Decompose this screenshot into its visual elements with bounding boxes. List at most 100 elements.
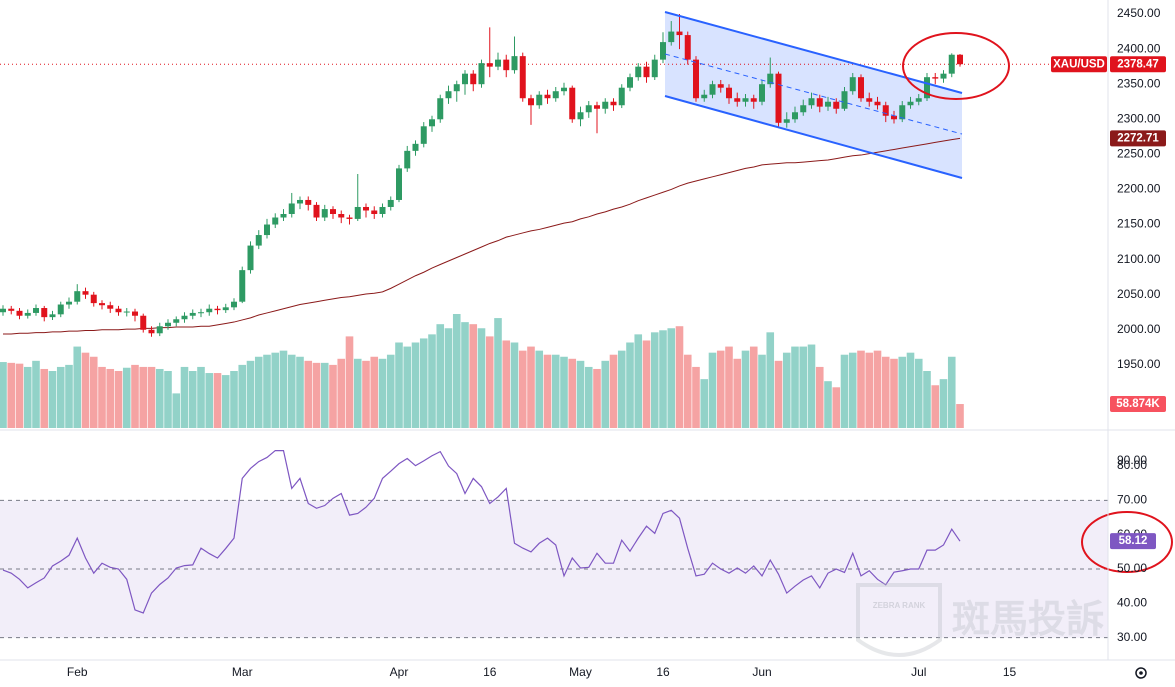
- rsi-tick-label: 90.00: [1117, 453, 1147, 467]
- candle-body: [519, 56, 526, 99]
- volume-bar: [502, 340, 511, 428]
- x-tick-label: Feb: [67, 665, 88, 679]
- channel-fill: [665, 12, 962, 178]
- watermark-shield: [856, 583, 942, 657]
- candle-body: [660, 42, 666, 60]
- candle-body: [618, 87, 625, 106]
- candle-body: [371, 210, 378, 214]
- candle-body: [412, 143, 419, 151]
- volume-bar: [419, 338, 428, 428]
- candle-body: [288, 203, 295, 214]
- candle-body: [528, 98, 534, 106]
- candle-body: [33, 308, 39, 313]
- candle-body: [140, 315, 147, 330]
- volume-bar: [155, 368, 164, 428]
- main-layer: [0, 14, 1108, 639]
- volume-bar: [733, 358, 742, 428]
- volume-bar: [296, 356, 304, 428]
- candle-body: [874, 101, 881, 106]
- candle-body: [577, 112, 584, 120]
- candle-body: [338, 214, 345, 218]
- candle-body: [478, 63, 485, 85]
- volume-bar: [659, 330, 667, 428]
- volume-bar: [576, 360, 585, 428]
- channel-upper: [664, 11, 963, 94]
- volume-bar: [73, 346, 82, 428]
- volume-bar: [617, 350, 626, 428]
- volume-bar: [485, 336, 494, 428]
- volume-bar: [675, 326, 684, 428]
- candle-body: [99, 303, 105, 306]
- volume-bar: [568, 358, 577, 428]
- volume-bar: [56, 366, 65, 428]
- candle-body: [651, 59, 658, 78]
- candle-body: [272, 217, 279, 225]
- candle-body: [668, 31, 675, 43]
- candle-body: [841, 91, 848, 109]
- volume-bar: [428, 334, 436, 428]
- volume-bar: [131, 364, 139, 428]
- volume-bar: [840, 354, 849, 428]
- candle-body: [858, 77, 864, 99]
- volume-bar: [749, 346, 758, 428]
- volume-bar: [304, 360, 313, 428]
- volume-bar: [353, 358, 362, 428]
- volume-bar: [139, 366, 148, 428]
- rsi-label: 58.12: [1119, 535, 1148, 547]
- volume-bar: [683, 354, 692, 428]
- volume-bar: [477, 328, 486, 428]
- candle-body: [41, 308, 48, 318]
- volume-bar: [337, 358, 346, 428]
- volume-bar: [0, 362, 7, 428]
- candle-body: [74, 291, 81, 302]
- candle-body: [321, 209, 328, 218]
- candle-body: [189, 312, 196, 316]
- volume-bar: [89, 356, 98, 428]
- candle-body: [676, 31, 683, 36]
- volume-bar: [197, 366, 205, 428]
- candle-body: [684, 35, 691, 60]
- candle-body: [544, 94, 551, 99]
- candle-body: [610, 101, 617, 106]
- candle-body: [808, 98, 815, 106]
- watermark-badge: ZEBRA RANK: [873, 601, 926, 610]
- candle-body: [511, 56, 518, 71]
- settings-icon[interactable]: [1135, 667, 1147, 679]
- candle-body: [214, 308, 221, 311]
- volume-bar: [329, 364, 337, 428]
- x-tick-label: May: [569, 665, 592, 679]
- volume-bar: [40, 368, 49, 428]
- candle-body: [470, 73, 477, 85]
- candle-body: [940, 73, 947, 79]
- volume-bar: [914, 358, 923, 428]
- volume-bar: [246, 360, 255, 428]
- volume-label-box: [1110, 396, 1166, 413]
- candle-body: [420, 126, 427, 144]
- volume-bar: [386, 354, 395, 428]
- volume-bar: [890, 358, 898, 428]
- rsi-tick-label: 40.00: [1117, 596, 1147, 610]
- volume-bar: [254, 356, 263, 428]
- volume-bar: [642, 340, 651, 428]
- y-tick-label: 2350.00: [1117, 76, 1161, 90]
- volume-bar: [708, 352, 717, 428]
- candle-body: [264, 224, 270, 236]
- volume-bar: [271, 352, 280, 428]
- volume-bar: [172, 393, 181, 428]
- y-tick-label: 1950.00: [1117, 357, 1161, 371]
- last-price-label-box: [1110, 56, 1166, 73]
- rsi-label-box: [1110, 533, 1156, 550]
- volume-bar: [857, 350, 865, 428]
- candle-body: [693, 59, 699, 99]
- settings-gear[interactable]: [1135, 667, 1147, 679]
- candle-body: [354, 206, 361, 219]
- candle-body: [429, 119, 435, 127]
- volume-bar: [766, 332, 775, 428]
- volume-label: 58.874K: [1116, 398, 1160, 410]
- volume-bar: [452, 314, 461, 428]
- settings-dot[interactable]: [1139, 671, 1143, 675]
- volume-bar: [758, 354, 766, 428]
- rsi-tick-label: 80.00: [1117, 458, 1147, 472]
- channel-lower: [664, 95, 963, 179]
